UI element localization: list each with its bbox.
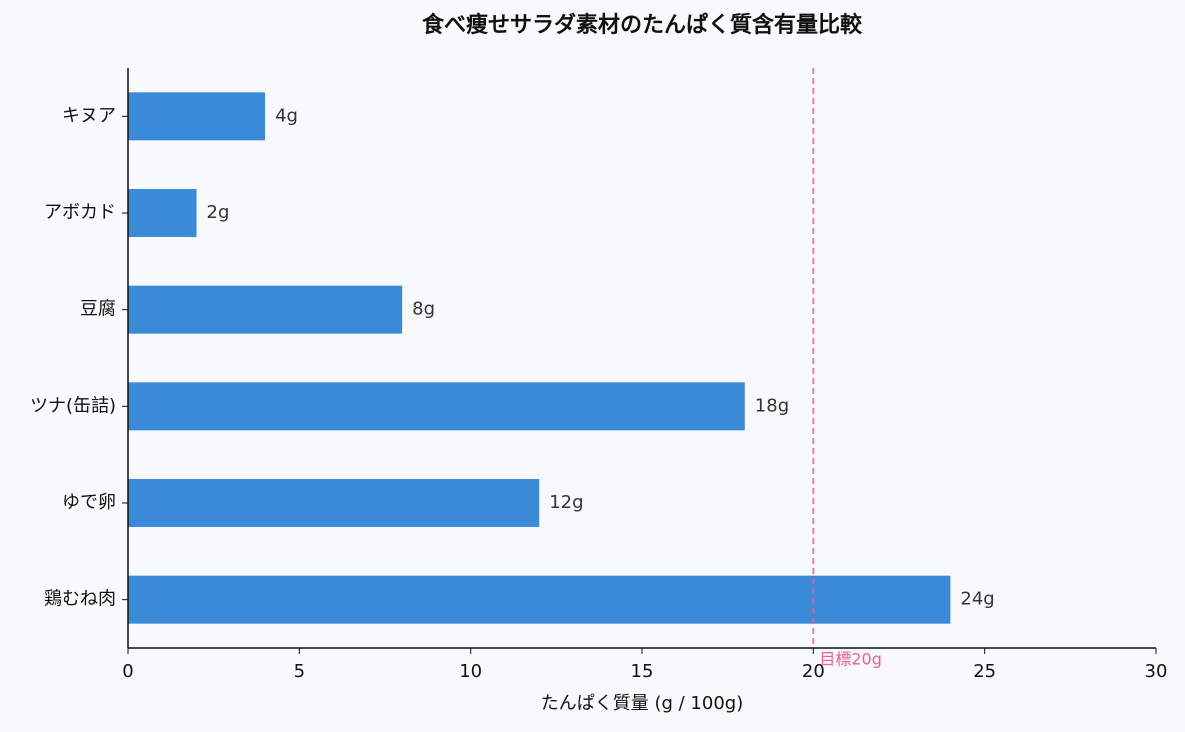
- y-tick-label: 豆腐: [80, 299, 116, 320]
- x-tick-label: 0: [122, 661, 133, 682]
- bar: [128, 92, 266, 141]
- value-label: 24g: [960, 589, 994, 610]
- chart-title: 食べ痩せサラダ素材のたんぱく質含有量比較: [422, 12, 863, 38]
- bar: [128, 285, 403, 334]
- y-tick-label: 鶏むね肉: [44, 589, 116, 610]
- x-tick-label: 5: [294, 661, 305, 682]
- x-axis-label: たんぱく質量 (g / 100g): [541, 693, 743, 714]
- y-tick-label: ゆで卵: [62, 492, 116, 513]
- x-tick-label: 30: [1145, 661, 1168, 682]
- bar: [128, 189, 197, 237]
- bar: [128, 479, 540, 527]
- reference-label: 目標20g: [819, 650, 882, 669]
- x-tick-label: 10: [459, 661, 482, 682]
- y-tick-label: アボカド: [44, 202, 116, 223]
- bar: [128, 382, 745, 431]
- y-tick-label: キヌア: [62, 105, 116, 126]
- x-tick-label: 20: [802, 661, 825, 682]
- value-label: 18g: [755, 395, 789, 416]
- value-label: 12g: [549, 492, 583, 513]
- y-tick-label: ツナ(缶詰): [30, 395, 116, 416]
- value-label: 2g: [207, 202, 230, 223]
- value-label: 8g: [412, 299, 435, 320]
- x-tick-label: 15: [631, 661, 654, 682]
- x-tick-label: 25: [973, 661, 996, 682]
- value-label: 4g: [275, 105, 298, 126]
- bar: [128, 575, 951, 624]
